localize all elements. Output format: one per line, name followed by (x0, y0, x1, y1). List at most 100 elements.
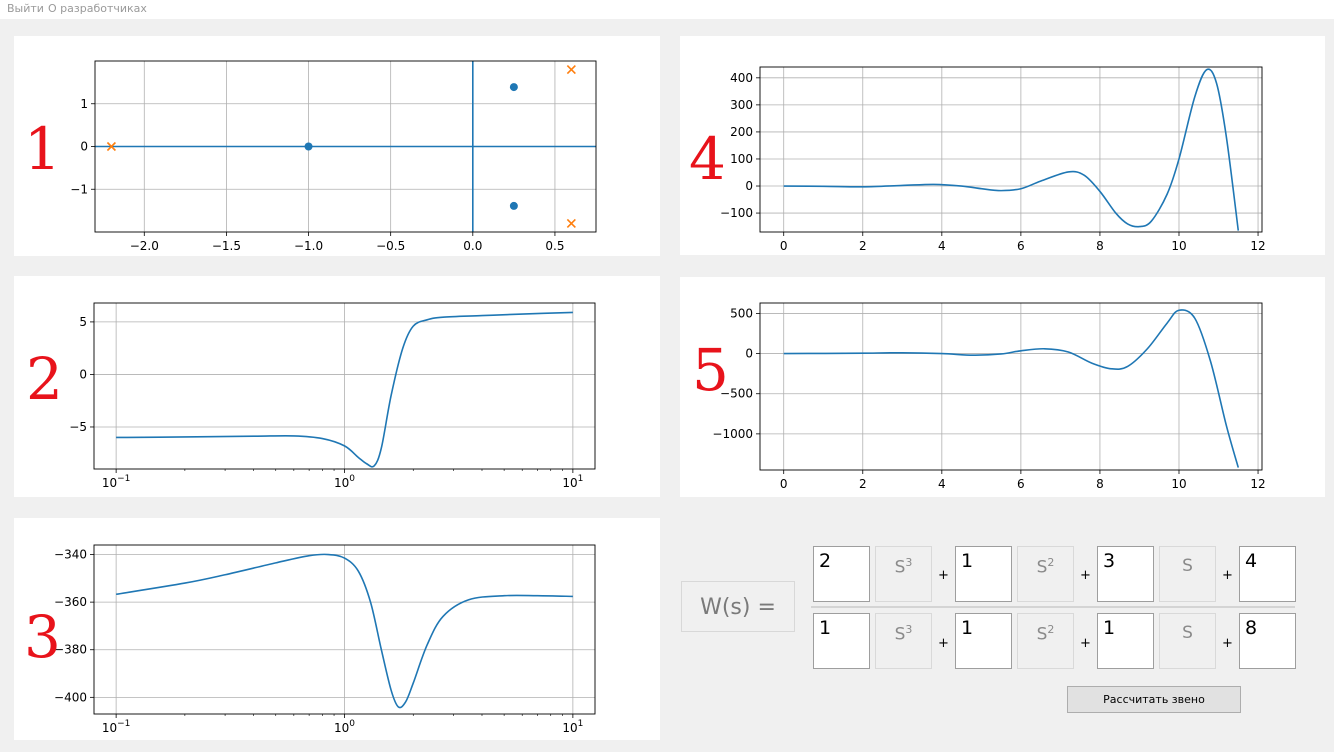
transfer-function-label: W(s) = (700, 595, 776, 620)
fraction-line (811, 606, 1295, 608)
pole-zero-chart: −2.0 −1.5 −1.0 −0.5 0.0 0.5 1 0 −1 (70, 60, 597, 253)
x-tick-label: 0 (780, 477, 788, 491)
axes-frame (94, 60, 597, 233)
transient-panel: 0 2 4 6 8 10 12 400 300 200 100 0 −100 4 (680, 36, 1325, 255)
menu-exit[interactable]: Выйти (7, 2, 44, 15)
series-line (116, 553, 573, 709)
y-tick-label: 500 (730, 306, 753, 320)
y-tick-label: 0 (79, 367, 87, 381)
x-tick-label: 4 (938, 477, 946, 491)
transfer-function-label-box: W(s) = (681, 581, 795, 632)
pole-zero-panel: −2.0 −1.5 −1.0 −0.5 0.0 0.5 1 0 −1 1 (14, 36, 660, 256)
plus-sign: + (1222, 568, 1233, 583)
numerator-coef-s2[interactable]: 1 (955, 546, 1012, 602)
axes-frame (759, 302, 1263, 471)
pole-point (106, 141, 116, 152)
x-tick-label: 6 (1017, 477, 1025, 491)
axes-frame (93, 544, 596, 715)
y-tick-label: 200 (730, 125, 753, 139)
x-tick-label: 2 (859, 239, 867, 253)
x-tick-label: 10 (1171, 239, 1186, 253)
x-tick-label: 10 (1171, 477, 1186, 491)
y-tick-label: 0 (745, 347, 753, 361)
x-tick-label: 0 (780, 239, 788, 253)
zero-point (509, 83, 518, 92)
y-tick-label: −380 (54, 643, 87, 657)
y-tick-label: 100 (730, 152, 753, 166)
y-tick-label: −1000 (712, 427, 753, 441)
y-tick-label: 0 (745, 179, 753, 193)
denominator-s3-label: S3 (875, 613, 932, 669)
transient-chart: 0 2 4 6 8 10 12 400 300 200 100 0 −100 (720, 66, 1266, 253)
denominator-coef-s1[interactable]: 1 (1097, 613, 1154, 669)
x-tick-label: 100 (334, 474, 355, 490)
amplitude-chart: 10−1 100 101 5 0 −5 (69, 302, 596, 490)
x-tick-label: 0.5 (545, 239, 564, 253)
plus-sign: + (1080, 568, 1091, 583)
denominator-coef-s2[interactable]: 1 (955, 613, 1012, 669)
y-tick-label: −340 (54, 548, 87, 562)
axes-frame (93, 302, 596, 470)
numerator-coef-s0[interactable]: 4 (1239, 546, 1296, 602)
panel-number-2: 2 (26, 345, 63, 413)
x-tick-label: 2 (859, 477, 867, 491)
panel-number-3: 3 (24, 603, 61, 671)
pole-point (566, 64, 576, 75)
denominator-s1-label: S (1159, 613, 1216, 669)
y-tick-label: 400 (730, 71, 753, 85)
x-tick-label: −2.0 (130, 239, 159, 253)
impulse-panel: 0 2 4 6 8 10 12 500 0 −500 −1000 5 (680, 277, 1325, 497)
numerator-s2-label: S2 (1017, 546, 1074, 602)
y-tick-label: −5 (69, 420, 87, 434)
zero-point (509, 201, 518, 210)
y-tick-label: 5 (79, 315, 87, 329)
x-tick-label: 4 (938, 239, 946, 253)
axes-frame (759, 66, 1263, 233)
series-line (783, 309, 1240, 468)
plus-sign: + (938, 568, 949, 583)
panel-number-4: 4 (689, 125, 726, 193)
menu-about-developers[interactable]: О разработчиках (48, 2, 147, 15)
x-tick-label: 0.0 (463, 239, 482, 253)
x-tick-label: −1.0 (294, 239, 323, 253)
x-tick-label: 8 (1096, 239, 1104, 253)
x-tick-label: 10−1 (102, 719, 131, 735)
x-tick-label: 6 (1017, 239, 1025, 253)
x-tick-label: 12 (1250, 239, 1265, 253)
x-tick-label: 12 (1250, 477, 1265, 491)
pole-point (566, 218, 576, 229)
panel-number-1: 1 (24, 115, 61, 183)
menu-bar: Выйти О разработчиках (0, 0, 1334, 19)
numerator-coef-s3[interactable]: 2 (813, 546, 870, 602)
x-tick-label: −1.5 (212, 239, 241, 253)
denominator-coef-s3[interactable]: 1 (813, 613, 870, 669)
denominator-s2-label: S2 (1017, 613, 1074, 669)
x-tick-label: 101 (562, 474, 583, 490)
phase-chart: 10−1 100 101 −340 −360 −380 −400 (54, 544, 596, 735)
denominator-coef-s0[interactable]: 8 (1239, 613, 1296, 669)
zero-point (304, 142, 313, 151)
phase-panel: 10−1 100 101 −340 −360 −380 −400 3 (14, 518, 660, 740)
x-tick-label: 8 (1096, 477, 1104, 491)
calculate-button[interactable]: Рассчитать звено (1067, 686, 1241, 713)
panel-number-5: 5 (692, 336, 729, 404)
series-line (116, 311, 573, 468)
plus-sign: + (1080, 636, 1091, 651)
y-tick-label: 0 (80, 140, 88, 154)
y-tick-label: 300 (730, 98, 753, 112)
amplitude-panel: 10−1 100 101 5 0 −5 2 (14, 276, 660, 497)
y-tick-label: −360 (54, 595, 87, 609)
impulse-chart: 0 2 4 6 8 10 12 500 0 −500 −1000 (712, 302, 1266, 491)
x-tick-label: 101 (562, 719, 583, 735)
plus-sign: + (938, 636, 949, 651)
numerator-s3-label: S3 (875, 546, 932, 602)
numerator-coef-s1[interactable]: 3 (1097, 546, 1154, 602)
y-tick-label: −100 (720, 206, 753, 220)
plus-sign: + (1222, 636, 1233, 651)
y-tick-label: −1 (70, 182, 88, 196)
x-tick-label: −0.5 (376, 239, 405, 253)
x-tick-label: 100 (334, 719, 355, 735)
x-tick-label: 10−1 (102, 474, 131, 490)
series-line (783, 68, 1240, 231)
y-tick-label: −500 (720, 387, 753, 401)
